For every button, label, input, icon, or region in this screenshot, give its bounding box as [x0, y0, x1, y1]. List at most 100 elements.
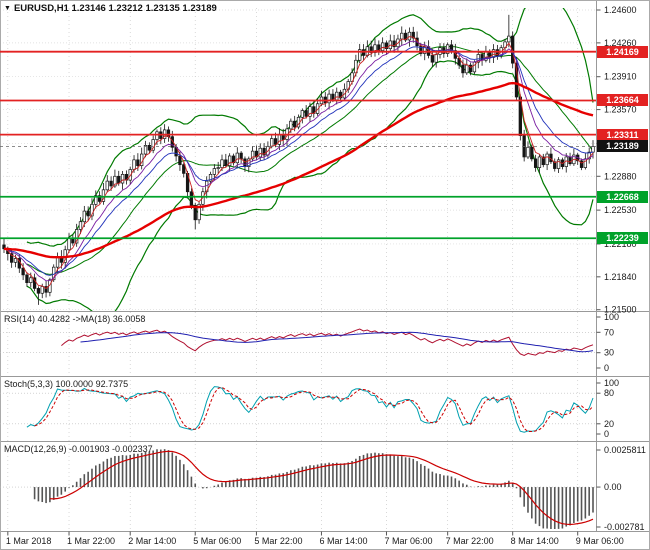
- stoch-k-line: [26, 386, 594, 433]
- price-level-badge-resistance: 1.23311: [597, 129, 648, 141]
- rsi-tick-label: 0: [604, 363, 609, 373]
- candle: [2, 244, 6, 250]
- candle: [537, 156, 542, 168]
- candle: [136, 159, 140, 167]
- candle: [277, 134, 282, 145]
- time-tick-label: 5 Mar 22:00: [254, 536, 302, 546]
- macd-tick-label: 0.00: [604, 482, 622, 492]
- time-tick-label: 9 Mar 06:00: [576, 536, 624, 546]
- candle: [591, 146, 595, 153]
- candle: [491, 49, 496, 58]
- bollinger-lower-line: [26, 60, 594, 311]
- candle: [155, 131, 159, 140]
- candle: [40, 286, 44, 294]
- candle: [25, 274, 29, 283]
- chart-symbol-period: EURUSD,H1: [13, 3, 69, 14]
- macd-histogram: [33, 449, 594, 529]
- candle: [243, 158, 247, 167]
- stoch-tick-label: 20: [604, 419, 614, 429]
- candle: [9, 253, 14, 263]
- candle: [545, 153, 549, 166]
- rsi-ma-line: [80, 331, 594, 353]
- time-tick-label: 1 Mar 22:00: [67, 536, 115, 546]
- price-level-badge-support: 1.22668: [597, 191, 648, 203]
- candle: [36, 288, 41, 294]
- candle: [476, 54, 480, 63]
- macd-signal-line: [49, 450, 594, 526]
- candle: [400, 32, 404, 40]
- candle: [293, 120, 297, 128]
- time-tick-label: 8 Mar 14:00: [511, 536, 559, 546]
- candle: [182, 164, 186, 174]
- candle: [434, 54, 438, 63]
- candle: [178, 155, 182, 166]
- stoch-tick-label: 0: [604, 429, 609, 439]
- time-axis: 1 Mar 2018 1 Mar 22:00 2 Mar 14:00 5 Mar 06…: [6, 531, 624, 546]
- rsi-axis: 100 70 30 0: [596, 312, 619, 373]
- price-tick-label: 1.24260: [604, 38, 637, 48]
- price-tick-label: 1.24600: [604, 5, 637, 15]
- candle: [82, 210, 86, 223]
- candle: [224, 159, 228, 167]
- candle: [407, 31, 412, 41]
- price-level-badge-current-price: 1.23189: [597, 140, 648, 152]
- candle: [338, 91, 343, 99]
- candle: [430, 55, 435, 63]
- candle: [384, 42, 389, 50]
- candle: [541, 156, 545, 166]
- time-tick-label: 1 Mar 2018: [6, 536, 52, 546]
- candle: [197, 203, 201, 221]
- candle: [208, 174, 213, 182]
- levels-layer: [0, 50, 596, 240]
- candle: [29, 277, 33, 283]
- macd-tick-label: -0.002781: [604, 522, 645, 532]
- candle: [511, 35, 515, 64]
- candle: [553, 161, 557, 169]
- candle: [13, 258, 18, 263]
- candle: [392, 40, 396, 48]
- rsi-line: [61, 328, 594, 357]
- candle: [465, 64, 469, 74]
- candle: [526, 146, 530, 158]
- candle: [44, 286, 48, 293]
- candle: [75, 229, 79, 244]
- candle: [132, 159, 136, 170]
- candle: [189, 191, 194, 206]
- stoch-tick-label: 80: [604, 388, 614, 398]
- rsi-pane: [0, 328, 596, 357]
- price-level-badge-support: 1.22239: [597, 232, 648, 244]
- ema-slow-line: [3, 46, 594, 276]
- candle: [78, 221, 83, 230]
- candle: [143, 144, 148, 155]
- candle: [97, 195, 102, 202]
- candle: [193, 204, 197, 221]
- rsi-tick-label: 30: [604, 348, 614, 358]
- candle: [235, 152, 239, 164]
- candle: [228, 155, 232, 167]
- candle: [304, 110, 308, 117]
- candle: [212, 168, 217, 175]
- stoch-tick-label: 100: [604, 378, 619, 388]
- price-level-badge-resistance: 1.24169: [597, 46, 648, 58]
- candle: [533, 158, 538, 168]
- candle: [32, 277, 37, 289]
- candle: [94, 195, 98, 205]
- price-level-badge-resistance: 1.23664: [597, 94, 648, 106]
- time-tick-label: 5 Mar 06:00: [193, 536, 241, 546]
- candle: [86, 210, 90, 217]
- chart-title: ▼ EURUSD,H1 1.23146 1.23212 1.23135 1.231…: [4, 3, 217, 14]
- macd-tick-label: 0.0025811: [604, 445, 646, 455]
- price-tick-label: 1.23570: [604, 105, 637, 115]
- time-tick-label: 7 Mar 06:00: [384, 536, 432, 546]
- price-tick-label: 1.22880: [604, 171, 637, 181]
- candle: [315, 103, 320, 114]
- candle: [120, 174, 125, 184]
- macd-pane: [0, 449, 596, 529]
- candle: [507, 35, 511, 43]
- candle: [308, 106, 312, 117]
- candle: [403, 32, 408, 41]
